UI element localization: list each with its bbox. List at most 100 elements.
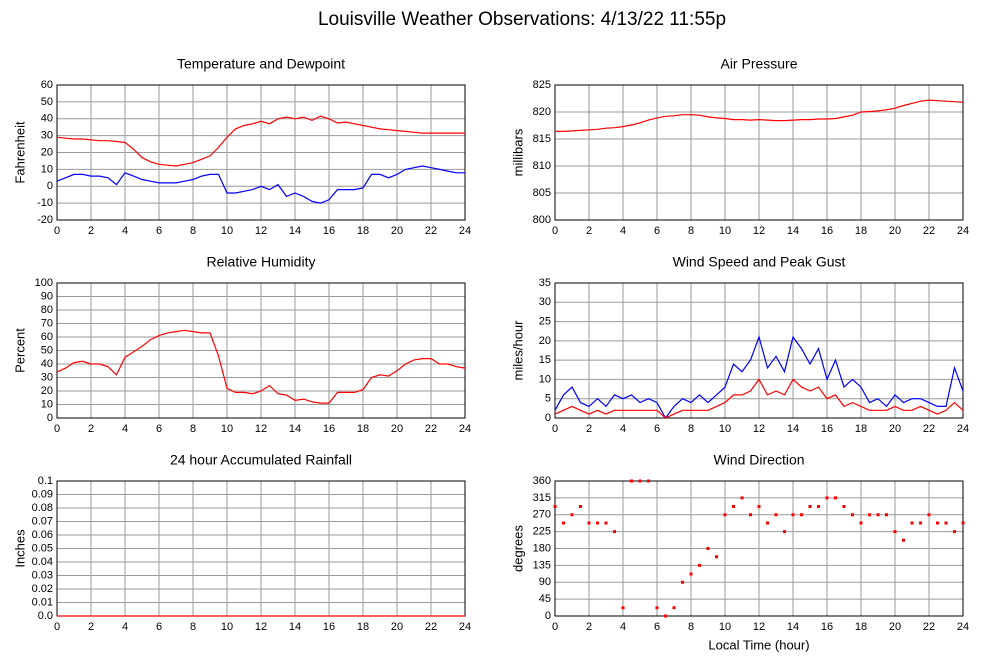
y-tick-label: 90 xyxy=(41,290,53,302)
x-tick-label: 0 xyxy=(552,621,558,633)
x-tick-label: 22 xyxy=(425,621,437,633)
data-point xyxy=(791,513,795,517)
chart-title: Wind Speed and Peak Gust xyxy=(673,254,846,270)
y-tick-label: 225 xyxy=(533,526,551,538)
y-tick-label: 0.09 xyxy=(32,488,53,500)
y-tick-label: 20 xyxy=(539,335,551,347)
x-tick-label: 4 xyxy=(122,225,128,237)
x-tick-label: 16 xyxy=(323,423,335,435)
y-tick-label: 360 xyxy=(533,475,551,487)
x-tick-label: 12 xyxy=(255,225,267,237)
data-line xyxy=(56,115,465,167)
y-tick-label: 0.01 xyxy=(32,596,53,608)
y-tick-label: 40 xyxy=(41,358,53,370)
y-tick-label: 810 xyxy=(533,160,551,172)
x-tick-label: 10 xyxy=(221,621,233,633)
x-tick-label: 24 xyxy=(957,225,969,237)
y-tick-label: 50 xyxy=(41,96,53,108)
data-point xyxy=(630,479,633,483)
x-tick-label: 4 xyxy=(122,423,128,435)
data-point xyxy=(876,513,880,517)
x-tick-label: 6 xyxy=(156,621,162,633)
y-tick-label: 0.08 xyxy=(32,502,53,514)
x-tick-label: 18 xyxy=(357,423,369,435)
x-tick-label: 14 xyxy=(787,423,799,435)
y-tick-label: 20 xyxy=(41,146,53,158)
x-tick-label: 8 xyxy=(688,225,694,237)
data-point xyxy=(902,538,905,542)
data-point xyxy=(885,513,888,517)
data-point xyxy=(774,513,778,517)
y-tick-label: 10 xyxy=(539,373,551,385)
y-tick-label: 0.03 xyxy=(32,569,53,581)
y-axis-label: millibars xyxy=(510,128,525,176)
data-point xyxy=(732,505,735,508)
y-tick-label: -20 xyxy=(37,214,53,226)
chart-title: Air Pressure xyxy=(720,56,797,72)
y-tick-label: 45 xyxy=(539,593,551,605)
x-tick-label: 14 xyxy=(289,225,301,237)
x-tick-label: 20 xyxy=(889,423,901,435)
data-point xyxy=(766,521,769,525)
data-point xyxy=(944,521,948,525)
data-point xyxy=(664,614,667,618)
x-tick-label: 24 xyxy=(459,225,471,237)
y-tick-label: 135 xyxy=(533,559,551,571)
x-tick-label: 12 xyxy=(753,423,765,435)
x-tick-label: 0 xyxy=(54,621,60,633)
data-point xyxy=(740,496,744,500)
y-tick-label: 70 xyxy=(41,317,53,329)
x-tick-label: 10 xyxy=(719,225,731,237)
page-title: Louisville Weather Observations: 4/13/22… xyxy=(318,9,726,30)
x-tick-label: 20 xyxy=(391,225,403,237)
data-point xyxy=(910,521,914,525)
y-tick-label: 0 xyxy=(545,412,551,424)
data-point xyxy=(587,521,591,525)
y-tick-label: 0 xyxy=(47,412,53,424)
x-tick-label: 0 xyxy=(552,225,558,237)
data-point xyxy=(953,530,956,534)
y-tick-label: 800 xyxy=(533,214,551,226)
x-tick-label: 22 xyxy=(425,225,437,237)
x-tick-label: 22 xyxy=(923,621,935,633)
data-point xyxy=(553,505,557,508)
plot-frame xyxy=(554,480,964,617)
chart-title: Temperature and Dewpoint xyxy=(177,56,345,72)
y-tick-label: 0.06 xyxy=(32,529,53,541)
y-tick-label: 40 xyxy=(41,113,53,125)
data-point xyxy=(757,505,761,508)
y-tick-label: 0 xyxy=(545,610,551,622)
y-tick-label: -10 xyxy=(37,197,53,209)
x-tick-label: 8 xyxy=(190,423,196,435)
y-tick-label: 80 xyxy=(41,304,53,316)
x-tick-label: 12 xyxy=(255,621,267,633)
y-tick-label: 0 xyxy=(47,180,53,192)
x-tick-label: 8 xyxy=(688,621,694,633)
x-tick-label: 2 xyxy=(586,621,592,633)
chart-title: 24 hour Accumulated Rainfall xyxy=(170,452,352,468)
y-tick-label: 35 xyxy=(539,277,551,289)
y-tick-label: 50 xyxy=(41,344,53,356)
y-axis-label: Fahrenheit xyxy=(12,121,27,184)
data-point xyxy=(604,521,608,525)
x-tick-label: 2 xyxy=(88,621,94,633)
x-tick-label: 6 xyxy=(654,423,660,435)
y-tick-label: 90 xyxy=(539,576,551,588)
y-tick-label: 315 xyxy=(533,492,551,504)
y-tick-label: 0.0 xyxy=(38,610,53,622)
data-point xyxy=(715,555,718,559)
data-point xyxy=(936,521,939,525)
x-tick-label: 14 xyxy=(787,225,799,237)
y-tick-label: 825 xyxy=(533,79,551,91)
data-point xyxy=(562,521,565,525)
x-tick-label: 14 xyxy=(289,621,301,633)
data-point xyxy=(825,496,829,500)
x-tick-label: 14 xyxy=(289,423,301,435)
x-tick-label: 16 xyxy=(323,621,335,633)
data-line xyxy=(554,378,964,419)
x-tick-label: 12 xyxy=(753,621,765,633)
data-point xyxy=(808,505,812,508)
y-tick-label: 30 xyxy=(41,371,53,383)
chart-title: Relative Humidity xyxy=(207,254,316,270)
x-tick-label: 24 xyxy=(459,621,471,633)
